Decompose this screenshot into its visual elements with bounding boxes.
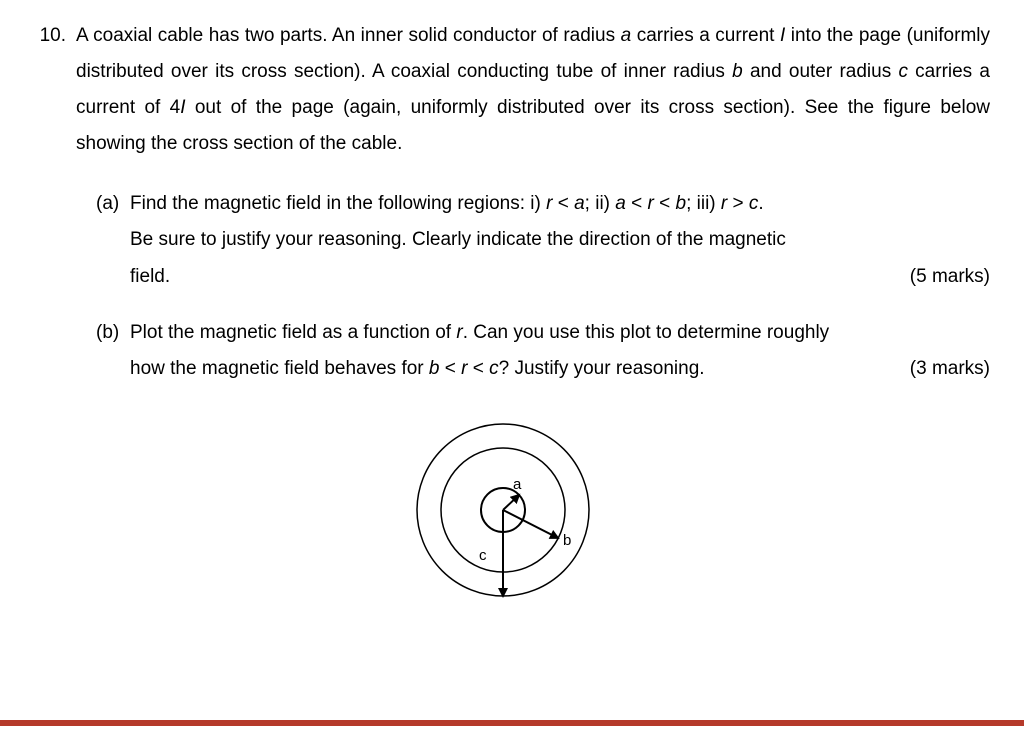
part-b-line2-lead: how the magnetic field behaves for b < r… (130, 351, 886, 387)
part-a-marks: (5 marks) (886, 259, 990, 295)
bottom-bar (0, 720, 1024, 726)
svg-text:c: c (479, 547, 487, 564)
part-b-marks: (3 marks) (886, 351, 990, 387)
question-body: A coaxial cable has two parts. An inner … (76, 18, 990, 628)
part-b-line2: how the magnetic field behaves for b < r… (130, 351, 990, 387)
question-number: 10. (20, 18, 76, 54)
part-a-line1: Find the magnetic field in the following… (130, 186, 990, 222)
part-a-body: Find the magnetic field in the following… (130, 186, 990, 294)
part-a-line3-lead: field. (130, 259, 886, 295)
part-a-line3: field. (5 marks) (130, 259, 990, 295)
question-row: 10. A coaxial cable has two parts. An in… (20, 18, 990, 628)
question-stem: A coaxial cable has two parts. An inner … (76, 25, 990, 154)
page: 10. A coaxial cable has two parts. An in… (0, 0, 1024, 628)
part-a-label: (a) (96, 186, 130, 222)
part-b-label: (b) (96, 315, 130, 351)
part-b-line1: Plot the magnetic field as a function of… (130, 315, 990, 351)
part-a-line2: Be sure to justify your reasoning. Clear… (130, 222, 990, 258)
coax-figure: a b c (76, 415, 990, 628)
part-b: (b) Plot the magnetic field as a functio… (96, 315, 990, 387)
coax-svg: a b c (383, 415, 683, 615)
part-a: (a) Find the magnetic field in the follo… (96, 186, 990, 294)
svg-text:a: a (513, 476, 522, 493)
svg-text:b: b (563, 532, 571, 549)
subparts: (a) Find the magnetic field in the follo… (76, 186, 990, 386)
part-b-body: Plot the magnetic field as a function of… (130, 315, 990, 387)
